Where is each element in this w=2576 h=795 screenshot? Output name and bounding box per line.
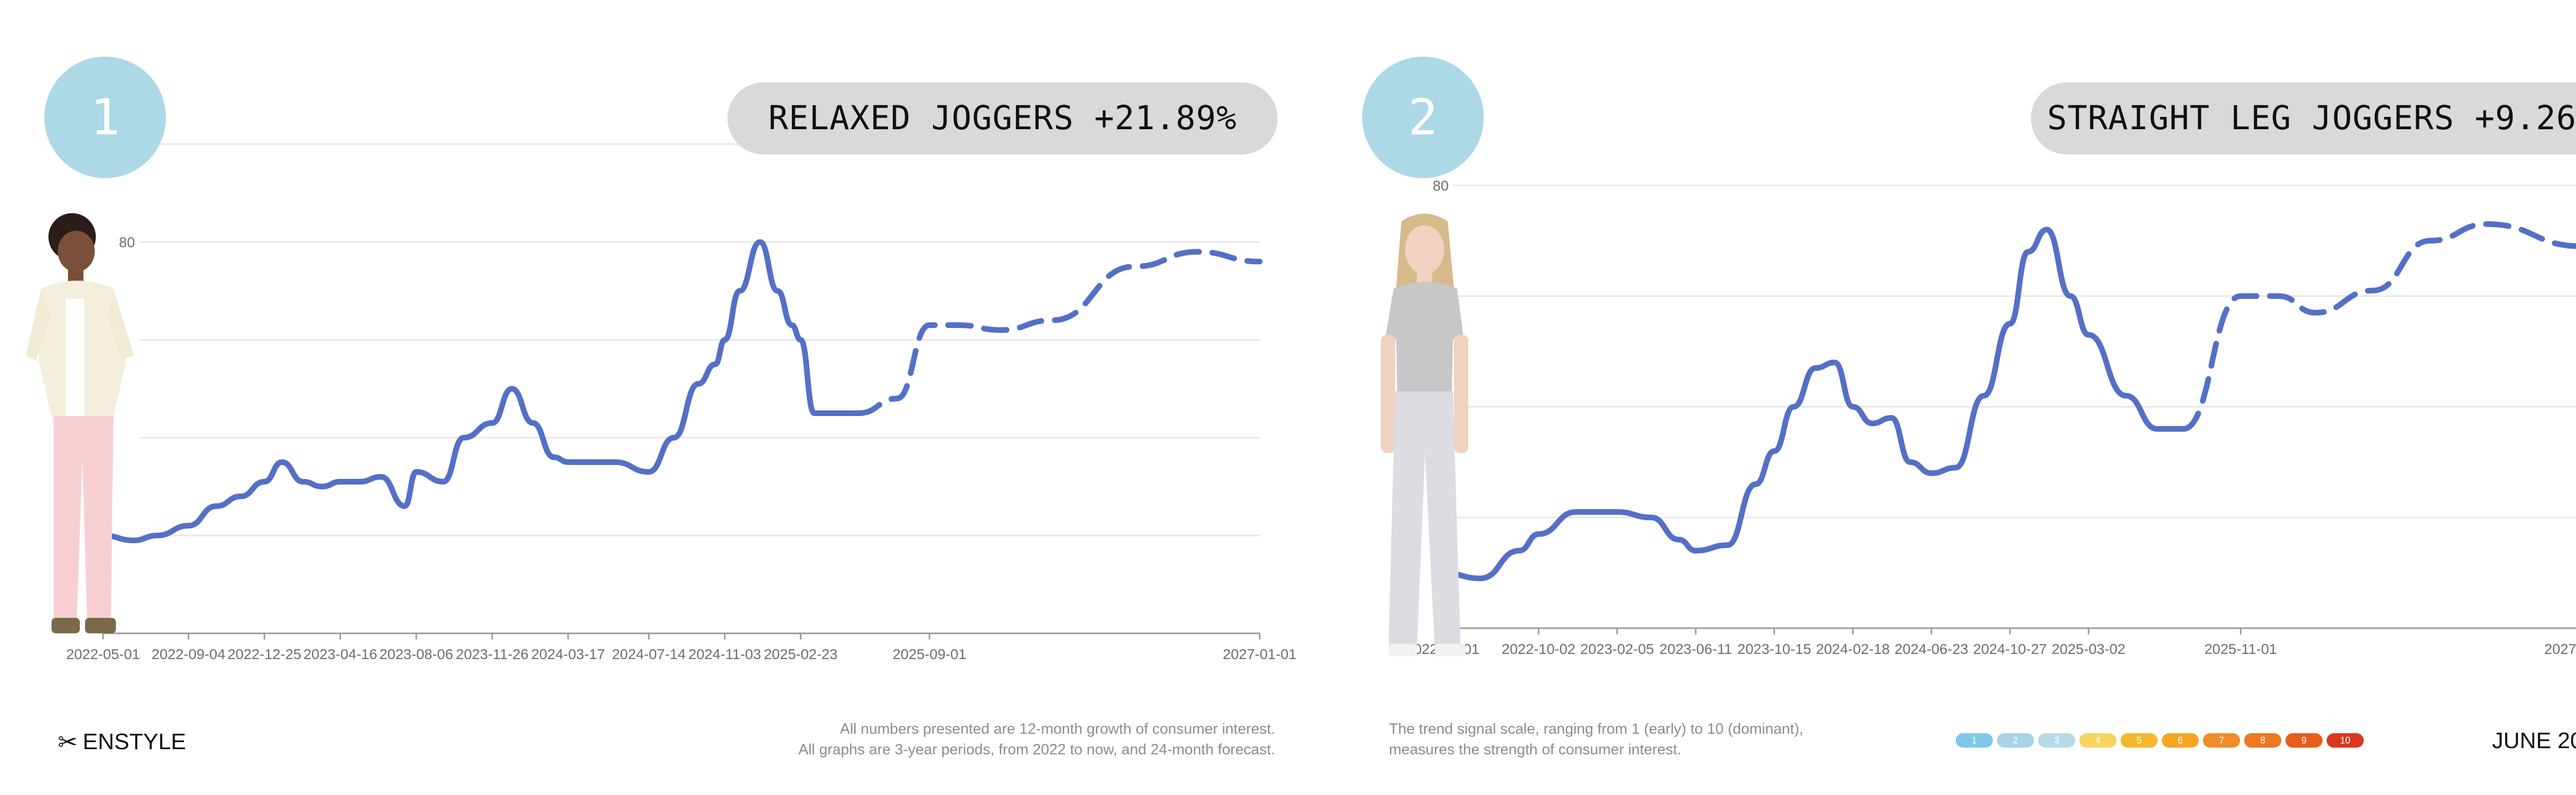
- scissors-icon: ✂: [58, 729, 78, 755]
- trend-title: STRAIGHT LEG JOGGERS +9.26%: [2031, 82, 2576, 154]
- x-tick-label: 2027-05-01: [2544, 641, 2576, 657]
- trend-chart-1: 2022-05-01 2022-09-04 2022-12-25 2023-04-16…: [66, 143, 1297, 662]
- x-tick-label: 2023-04-16: [303, 646, 377, 662]
- x-tick-label: 2024-11-03: [688, 646, 761, 662]
- x-tick-label: 2025-09-01: [893, 646, 967, 662]
- forecast-line: [856, 249, 1263, 416]
- scale-level-2: 2: [1997, 733, 2034, 748]
- scale-level-5: 5: [2121, 733, 2158, 748]
- x-tick-label: 2023-06-11: [1659, 641, 1732, 657]
- methodology-note: All numbers presented are 12-month growt…: [799, 719, 1275, 760]
- scale-level-8: 8: [2244, 733, 2281, 748]
- x-tick-label: 2023-10-15: [1737, 641, 1811, 657]
- model-photo-relaxed-joggers: [26, 213, 134, 633]
- x-tick-label: 2023-02-05: [1580, 641, 1654, 657]
- x-tick-label: 2027-01-01: [1223, 646, 1296, 662]
- signal-scale-note-line-2: measures the strength of consumer intere…: [1389, 741, 1682, 758]
- x-tick-label: 2024-03-17: [531, 646, 605, 662]
- report-date: JUNE 2025: [2492, 728, 2576, 753]
- trend-title: RELAXED JOGGERS +21.89%: [727, 82, 1278, 154]
- x-tick-label: 2024-06-23: [1894, 641, 1968, 657]
- rank-badge: 1: [44, 57, 166, 178]
- x-tick-label: 2025-02-23: [764, 646, 837, 662]
- x-tick-label: 2023-08-06: [379, 646, 453, 662]
- x-tick-label: 2025-03-02: [2052, 641, 2125, 657]
- x-tick-label: 2022-09-04: [151, 646, 225, 662]
- trend-line: [1439, 227, 2187, 581]
- x-tick-label: 2024-07-14: [612, 646, 686, 662]
- x-tick-label: 2023-11-26: [456, 646, 529, 662]
- brand-logo: ✂ ENSTYLE: [58, 728, 186, 756]
- methodology-note-line-1: All numbers presented are 12-month growt…: [840, 721, 1275, 737]
- scale-level-1: 1: [1956, 733, 1993, 748]
- scale-level-4: 4: [2079, 733, 2116, 748]
- trend-panel-1: 2022-05-01 2022-09-04 2022-12-25 2023-04-16…: [26, 57, 1297, 760]
- scale-level-10: 10: [2327, 733, 2364, 748]
- x-tick-label: 2024-10-27: [1973, 641, 2047, 657]
- model-photo-straight-leg-joggers: [1381, 214, 1468, 656]
- methodology-note-line-2: All graphs are 3-year periods, from 2022…: [798, 741, 1275, 758]
- scale-level-7: 7: [2203, 733, 2240, 748]
- x-tick-label: 2022-12-25: [228, 646, 301, 662]
- y-tick-label: 80: [119, 234, 135, 250]
- scale-level-9: 9: [2285, 733, 2323, 748]
- brand-name: ENSTYLE: [82, 729, 187, 754]
- x-tick-label: 2024-02-18: [1816, 641, 1890, 657]
- rank-badge: 2: [1362, 57, 1484, 178]
- scale-level-3: 3: [2038, 733, 2075, 748]
- scale-level-6: 6: [2162, 733, 2199, 748]
- signal-scale-note-line-1: The trend signal scale, ranging from 1 (…: [1389, 721, 1804, 737]
- signal-scale-note: The trend signal scale, ranging from 1 (…: [1389, 719, 1803, 760]
- trend-panel-2: 2022-05-012022-10-022023-02-052023-06-11…: [1340, 0, 2576, 795]
- x-tick-label: 2022-05-01: [66, 646, 140, 662]
- x-tick-label: 2022-10-02: [1502, 641, 1575, 657]
- y-tick-label: 80: [1433, 178, 1449, 194]
- x-tick-label: 2025-11-01: [2205, 641, 2277, 657]
- trend-signal-scale: 1 2 3 4 5 6 7 8 9 10: [1956, 733, 2364, 748]
- forecast-line: [2180, 221, 2576, 432]
- trend-line: [100, 239, 862, 543]
